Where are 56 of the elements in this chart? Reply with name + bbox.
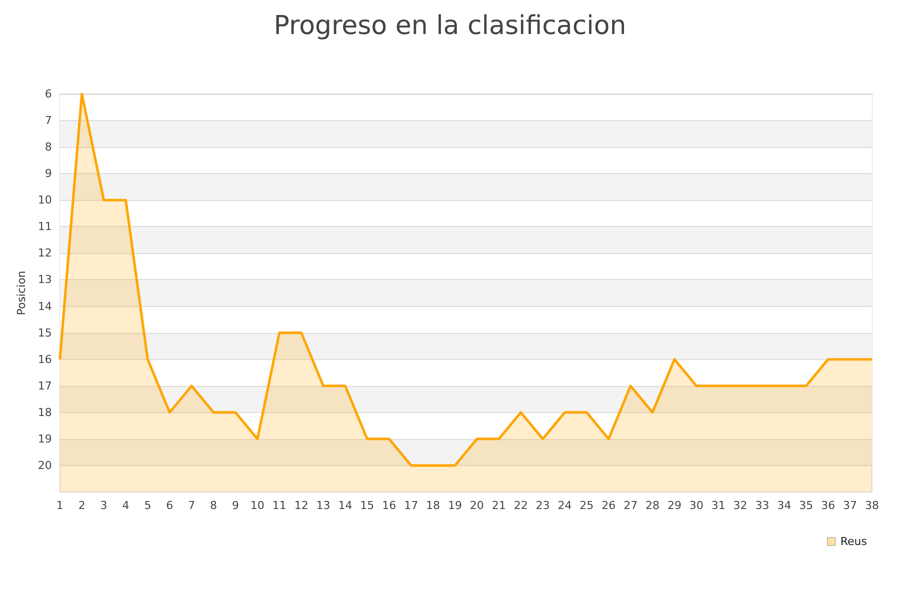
x-tick-label: 38 (865, 499, 879, 512)
x-tick-label: 21 (492, 499, 506, 512)
x-tick-label: 1 (56, 499, 64, 512)
y-tick-label: 13 (38, 273, 52, 286)
x-tick-label: 13 (316, 499, 330, 512)
x-tick-label: 37 (843, 499, 858, 512)
x-tick-label: 11 (272, 499, 286, 512)
y-tick-label: 18 (38, 406, 52, 419)
x-tick-label: 33 (755, 499, 770, 512)
y-tick-label: 7 (44, 114, 52, 128)
y-tick-label: 15 (38, 326, 52, 340)
x-tick-label: 5 (144, 499, 152, 512)
legend-label: Reus (840, 535, 868, 548)
x-tick-label: 19 (448, 499, 462, 512)
x-tick-label: 15 (360, 499, 374, 512)
y-tick-label: 8 (44, 140, 52, 154)
x-tick-label: 6 (166, 499, 174, 512)
x-tick-label: 35 (799, 499, 814, 512)
x-tick-label: 24 (558, 499, 572, 512)
y-tick-label: 19 (38, 432, 52, 446)
x-tick-label: 23 (536, 499, 550, 512)
x-tick-label: 3 (100, 499, 108, 512)
y-tick-label: 11 (38, 220, 52, 234)
x-tick-label: 27 (624, 499, 638, 512)
y-axis-title: Posicion (15, 270, 28, 316)
y-tick-label: 10 (38, 194, 52, 207)
x-tick-label: 32 (733, 499, 748, 512)
y-tick-label: 20 (38, 458, 52, 472)
x-tick-label: 34 (777, 499, 792, 512)
y-tick-label: 17 (38, 379, 52, 392)
x-tick-label: 14 (338, 499, 352, 512)
x-tick-label: 2 (78, 499, 86, 512)
x-tick-label: 18 (426, 499, 440, 512)
y-tick-label: 6 (44, 88, 52, 100)
x-tick-label: 26 (602, 499, 616, 512)
x-tick-label: 4 (122, 499, 130, 512)
y-tick-label: 9 (44, 167, 52, 180)
x-tick-label: 8 (210, 499, 218, 512)
x-tick-label: 28 (646, 499, 660, 512)
x-tick-label: 31 (711, 499, 726, 512)
x-tick-label: 12 (294, 499, 308, 512)
x-tick-label: 22 (514, 499, 528, 512)
y-tick-label: 14 (38, 300, 52, 313)
x-tick-label: 17 (404, 499, 418, 512)
x-tick-label: 10 (250, 499, 264, 512)
x-tick-label: 29 (667, 499, 682, 512)
x-tick-label: 36 (821, 499, 836, 512)
x-tick-label: 30 (689, 499, 704, 512)
x-tick-label: 7 (188, 499, 196, 512)
x-tick-label: 20 (470, 499, 484, 512)
x-tick-label: 25 (580, 499, 594, 512)
y-tick-label: 16 (38, 352, 52, 366)
y-tick-label: 12 (38, 246, 52, 260)
chart-title: Progreso en la clasificacion (274, 11, 626, 41)
x-tick-label: 9 (232, 499, 239, 512)
x-tick-label: 16 (382, 499, 396, 512)
